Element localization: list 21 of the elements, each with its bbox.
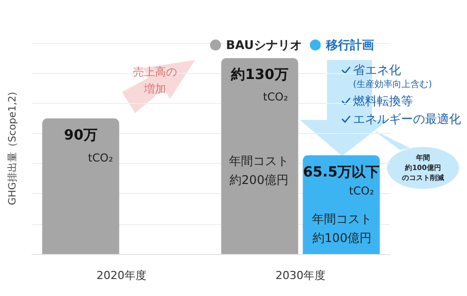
x-tick-label: 2020年度 [96, 269, 146, 282]
annotation: 年間コスト [312, 212, 372, 226]
legend-label: 移行計画 [324, 38, 374, 52]
annotation: 省エネ化 [353, 63, 401, 77]
annotation: (生産効率向上含む) [353, 79, 432, 90]
annotation: tCO₂ [348, 184, 374, 198]
data-label: 約130万 [230, 67, 288, 84]
annotation: 売上高の [133, 66, 177, 78]
data-label: 90万 [64, 127, 98, 144]
y-axis-title: GHG排出量（Scope1,2) [6, 92, 18, 206]
annotation: 約200億円 [230, 173, 288, 187]
annotation: 燃料転換等 [353, 94, 413, 108]
data-label: 65.5万以下 [303, 164, 380, 180]
annotation: 年間コスト [229, 154, 289, 168]
annotation: 約100億円 [312, 231, 372, 245]
annotation: 増加 [143, 82, 166, 96]
annotation: tCO₂ [262, 90, 288, 104]
legend-label: BAUシナリオ [226, 38, 302, 52]
x-tick-label: 2030年度 [276, 269, 326, 282]
annotation: tCO₂ [88, 152, 113, 164]
annotation: エネルギーの最適化 [353, 112, 461, 126]
